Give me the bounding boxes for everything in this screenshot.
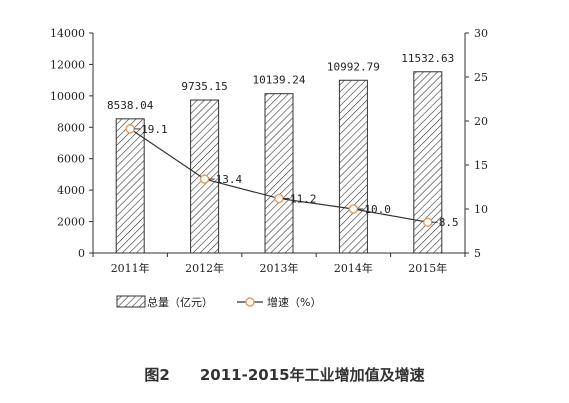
growth-marker — [274, 193, 284, 204]
bar-value-label: 8538.04 — [107, 99, 154, 112]
bar — [338, 79, 368, 254]
y-right-tick-label: 15 — [474, 159, 488, 172]
growth-marker — [125, 124, 135, 134]
bar-value-label: 10139.24 — [253, 74, 306, 87]
legend: 总量（亿元） 增速（%） — [116, 295, 321, 309]
legend-bar-label: 总量（亿元） — [147, 295, 213, 309]
y-left-tick-label: 14000 — [50, 27, 85, 40]
y-right-tick-label: 20 — [474, 115, 488, 128]
x-tick-label: 2015年 — [408, 261, 447, 275]
y-right-tick-label: 30 — [474, 27, 488, 40]
y-left-tick-label: 6000 — [57, 153, 85, 166]
x-tick-label: 2013年 — [260, 261, 299, 275]
figure-number: 图2 — [144, 366, 170, 384]
y-left-tick-label: 0 — [78, 247, 85, 260]
bar — [115, 118, 145, 254]
line-series — [125, 124, 438, 227]
data-labels: 8538.04 9735.15 10139.24 10992.79 11532.63 19… — [107, 52, 459, 229]
growth-value-label: 19.1 — [141, 123, 168, 136]
x-tick-label: 2011年 — [111, 261, 150, 275]
growth-marker — [348, 204, 359, 214]
growth-marker — [199, 174, 210, 184]
bar-value-label: 10992.79 — [327, 60, 380, 73]
bar — [264, 93, 294, 254]
y-left-tick-label: 12000 — [50, 58, 85, 71]
legend-line-marker — [245, 297, 255, 307]
growth-marker — [423, 217, 433, 227]
y-left-tick-label: 10000 — [50, 90, 85, 103]
bar-series — [115, 71, 443, 254]
growth-value-label: 13.4 — [216, 173, 243, 186]
figure-caption: 图2 2011-2015年工业增加值及增速 — [0, 364, 569, 385]
y-right-tick-label: 10 — [474, 203, 488, 216]
bar-value-label: 9735.15 — [181, 80, 227, 93]
y-left-tick-label: 4000 — [57, 184, 85, 197]
growth-value-label: 8.5 — [439, 216, 459, 229]
axes: 0 2000 4000 6000 8000 10000 12000 14000 5 10 15 20 2… — [50, 27, 488, 275]
legend-line-label: 增速（%） — [267, 295, 321, 309]
y-left-tick-label: 2000 — [57, 216, 85, 229]
y-right-tick-label: 25 — [474, 71, 488, 84]
x-tick-label: 2012年 — [185, 261, 224, 275]
y-left-tick-label: 8000 — [57, 121, 85, 134]
y-right-tick-label: 5 — [474, 247, 481, 260]
growth-value-label: 11.2 — [290, 192, 317, 205]
x-tick-label: 2014年 — [334, 261, 373, 275]
bar-value-label: 11532.63 — [401, 52, 454, 65]
chart: 0 2000 4000 6000 8000 10000 12000 14000 5 10 15 20 2… — [50, 27, 488, 309]
legend-bar-swatch — [116, 295, 146, 308]
growth-value-label: 10.0 — [364, 203, 391, 216]
figure-title: 2011-2015年工业增加值及增速 — [199, 366, 425, 384]
